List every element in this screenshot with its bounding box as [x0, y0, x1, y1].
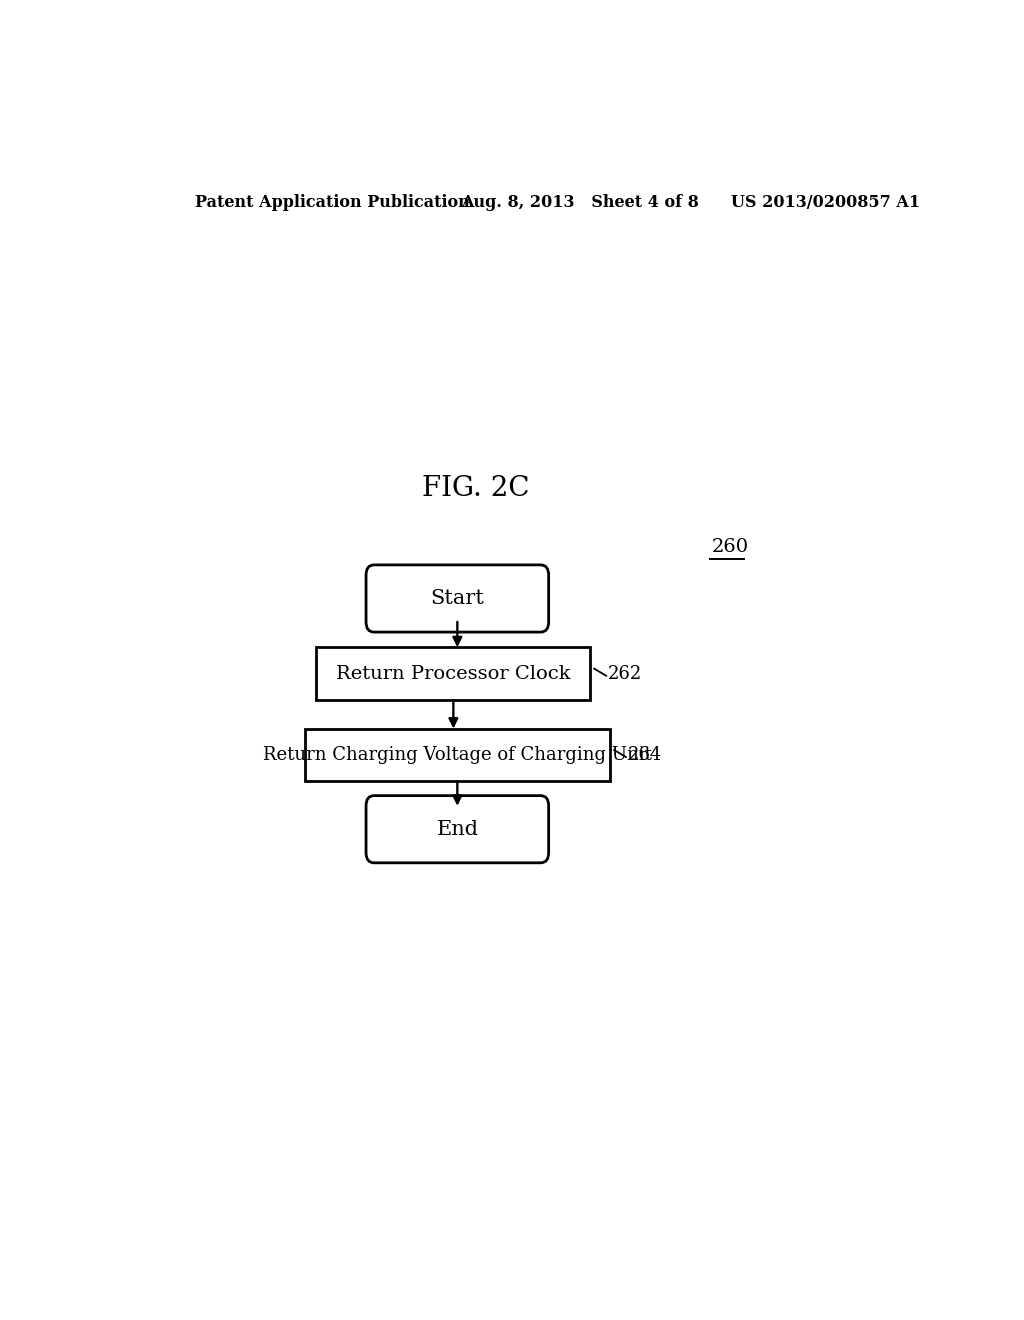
Text: FIG. 2C: FIG. 2C [422, 475, 529, 502]
Text: 264: 264 [628, 746, 663, 764]
Text: 260: 260 [712, 537, 749, 556]
Bar [304, 729, 610, 781]
Text: Return Processor Clock: Return Processor Clock [336, 665, 570, 682]
Text: Patent Application Publication: Patent Application Publication [196, 194, 470, 211]
Text: Return Charging Voltage of Charging Unit: Return Charging Voltage of Charging Unit [263, 746, 652, 764]
Text: US 2013/0200857 A1: US 2013/0200857 A1 [731, 194, 921, 211]
Text: End: End [436, 820, 478, 838]
Bar [316, 647, 590, 700]
FancyBboxPatch shape [366, 565, 549, 632]
Text: 262: 262 [608, 665, 642, 682]
Text: Start: Start [430, 589, 484, 609]
Text: Aug. 8, 2013   Sheet 4 of 8: Aug. 8, 2013 Sheet 4 of 8 [461, 194, 699, 211]
FancyBboxPatch shape [366, 796, 549, 863]
